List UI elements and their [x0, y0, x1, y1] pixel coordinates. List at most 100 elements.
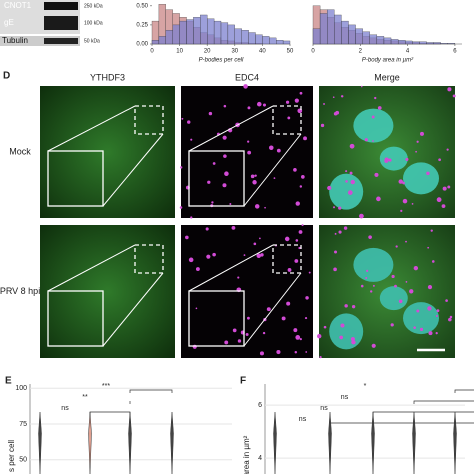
- hist-bar: [447, 43, 456, 45]
- dot: [181, 117, 184, 120]
- hist-bar: [334, 14, 342, 45]
- dot: [351, 340, 356, 345]
- dot: [212, 162, 216, 165]
- nucleus: [379, 286, 408, 311]
- x-tick-label: 50: [287, 49, 294, 55]
- dot: [254, 204, 260, 209]
- dot: [206, 254, 211, 259]
- dot: [376, 196, 381, 202]
- blot-label: gE: [4, 18, 14, 27]
- dot: [415, 150, 417, 153]
- dot: [245, 332, 249, 336]
- dot: [438, 158, 441, 162]
- dot: [384, 158, 389, 163]
- row-label: PRV 8 hpi: [0, 286, 40, 296]
- dot: [332, 206, 336, 209]
- hist-bar: [348, 24, 356, 45]
- dot: [304, 316, 308, 320]
- inset-box: [134, 244, 164, 274]
- hist-bar: [390, 39, 399, 45]
- dot: [250, 174, 255, 179]
- dot: [254, 174, 257, 177]
- hist-bar: [383, 37, 392, 45]
- y-tick-label: 4: [258, 455, 262, 462]
- y-tick-label: 0.25: [136, 22, 148, 28]
- nucleus: [329, 313, 364, 350]
- hist-bar: [193, 17, 201, 45]
- dot: [394, 284, 397, 288]
- dot: [294, 350, 298, 354]
- significance: **: [82, 394, 88, 401]
- dot: [262, 331, 266, 335]
- y-axis-label: s per cell: [7, 440, 16, 472]
- hist-bar: [255, 34, 263, 45]
- dot: [395, 245, 398, 248]
- x-axis-label: P-body area in µm²: [362, 58, 414, 64]
- row-label: Mock: [9, 146, 31, 156]
- inset-line: [243, 272, 302, 347]
- dot: [223, 104, 227, 108]
- significance: *: [364, 383, 367, 390]
- dot: [366, 269, 369, 272]
- inset-line: [102, 272, 164, 347]
- dot: [428, 331, 433, 336]
- dot: [416, 309, 420, 313]
- dot: [374, 96, 377, 100]
- dot: [319, 355, 322, 359]
- panel-label: E: [5, 376, 12, 387]
- inset-line: [47, 244, 136, 292]
- dot: [276, 349, 281, 355]
- dot: [247, 106, 251, 110]
- significance: ns: [341, 394, 349, 401]
- hist-bar: [179, 20, 187, 45]
- nucleus: [353, 247, 394, 282]
- hist-bar: [282, 40, 291, 45]
- dot: [368, 235, 372, 239]
- hist-bar: [165, 30, 173, 45]
- band: [44, 38, 78, 44]
- nucleus: [353, 108, 394, 143]
- dot: [264, 206, 266, 209]
- dot: [305, 351, 308, 353]
- dot: [391, 274, 395, 279]
- dot: [266, 307, 271, 312]
- dot: [427, 306, 432, 311]
- panel-label: D: [3, 71, 10, 82]
- hist-bar: [200, 14, 208, 45]
- bracket: [129, 389, 173, 393]
- hist-bar: [369, 34, 378, 45]
- dot: [365, 276, 368, 279]
- inset-box: [134, 105, 164, 135]
- inset-box: [272, 244, 302, 274]
- dot: [426, 171, 430, 176]
- hist-bar: [327, 9, 335, 45]
- dot: [247, 140, 250, 143]
- dot: [427, 246, 430, 249]
- dot: [231, 225, 236, 230]
- dot: [287, 116, 291, 120]
- dot: [430, 229, 433, 232]
- dot: [338, 230, 342, 234]
- dot: [436, 197, 442, 203]
- dot: [351, 304, 356, 309]
- hist-bar: [397, 40, 406, 45]
- dot: [360, 284, 364, 288]
- band: [44, 2, 78, 10]
- dot: [185, 235, 189, 240]
- dot: [243, 84, 248, 89]
- hist-bar: [362, 31, 370, 45]
- dot: [345, 180, 348, 183]
- dot: [334, 250, 338, 254]
- hist-bar: [158, 36, 166, 45]
- band: [44, 16, 78, 30]
- dot: [299, 338, 302, 341]
- western-blot: [0, 0, 80, 46]
- dot: [222, 183, 227, 188]
- x-axis-label: P-bodies per cell: [199, 58, 244, 64]
- dot: [419, 131, 424, 136]
- dot: [222, 135, 227, 140]
- inset-box: [272, 105, 302, 135]
- dot: [402, 198, 408, 204]
- violin: [453, 411, 457, 474]
- dot: [416, 140, 419, 143]
